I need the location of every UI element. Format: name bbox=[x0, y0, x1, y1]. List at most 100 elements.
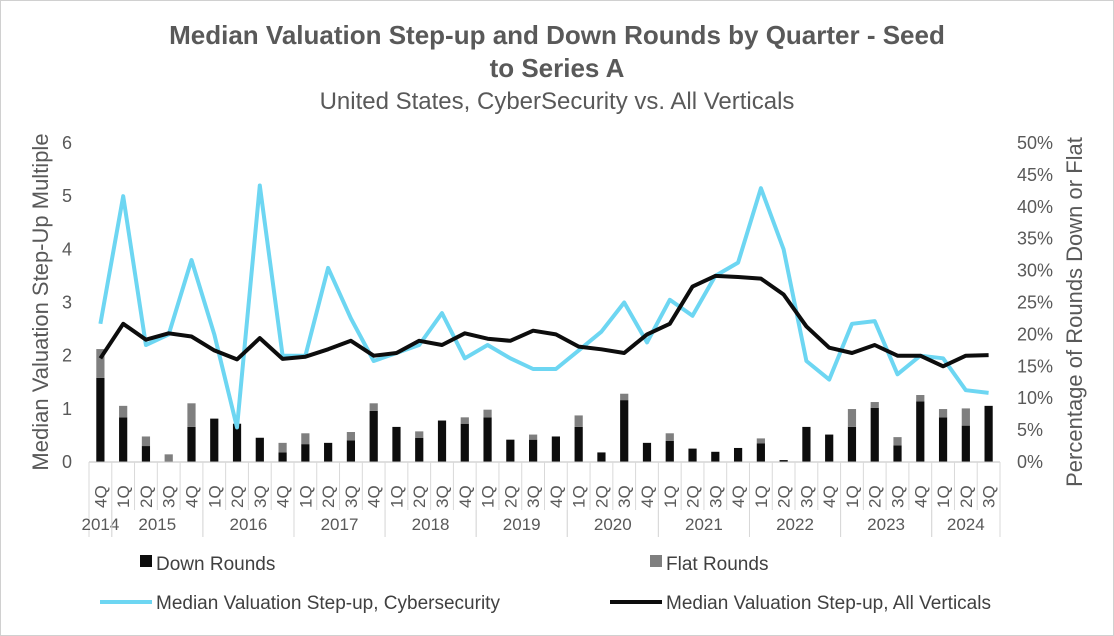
bar-flat-rounds bbox=[96, 349, 105, 378]
bar-down-rounds bbox=[665, 440, 674, 462]
bar-down-rounds bbox=[847, 426, 857, 462]
bar-flat-rounds bbox=[620, 393, 629, 401]
bar-flat-rounds bbox=[756, 438, 765, 444]
x-quarter-label: 3Q bbox=[889, 485, 908, 508]
bar-down-rounds bbox=[119, 417, 128, 462]
x-quarter-label: 3Q bbox=[980, 485, 999, 508]
x-quarter-label: 3Q bbox=[797, 485, 816, 508]
bar-flat-rounds bbox=[369, 403, 378, 411]
bar-down-rounds bbox=[210, 418, 219, 462]
x-quarter-label: 4Q bbox=[911, 485, 930, 508]
x-quarter-label: 1Q bbox=[479, 485, 498, 508]
y2-tick-label: 25% bbox=[1017, 293, 1053, 313]
x-quarter-label: 4Q bbox=[91, 485, 110, 508]
x-quarter-label: 3Q bbox=[160, 485, 179, 508]
x-quarter-label: 4Q bbox=[183, 485, 202, 508]
x-quarter-label: 3Q bbox=[433, 485, 452, 508]
x-quarter-label: 2Q bbox=[957, 485, 976, 508]
y-axis-title: Median Valuation Step-Up Multiple bbox=[28, 133, 53, 470]
bar-down-rounds bbox=[733, 447, 743, 462]
bar-down-rounds bbox=[620, 400, 629, 462]
x-quarter-label: 4Q bbox=[456, 485, 475, 508]
x-quarter-label: 1Q bbox=[296, 485, 315, 508]
bar-flat-rounds bbox=[460, 417, 469, 424]
legend: Down Rounds Flat Rounds Median Valuation… bbox=[100, 554, 991, 614]
y-tick-label: 3 bbox=[62, 293, 72, 313]
bar-flat-rounds bbox=[164, 454, 173, 462]
x-quarter-label: 3Q bbox=[615, 485, 634, 508]
x-year-label: 2016 bbox=[229, 515, 267, 534]
x-quarter-label: 4Q bbox=[365, 485, 384, 508]
x-quarter-label: 2Q bbox=[319, 485, 338, 508]
x-quarter-label: 2Q bbox=[866, 485, 885, 508]
x-year-label: 2024 bbox=[947, 515, 985, 534]
bar-down-rounds bbox=[346, 440, 356, 462]
bar-down-rounds bbox=[392, 426, 401, 462]
bar-flat-rounds bbox=[893, 437, 902, 446]
bar-flat-rounds bbox=[574, 415, 583, 427]
y2-axis-ticks: 0% 5% 10% 15% 20% 25% 30% 35% 40% 45% 50% bbox=[1017, 133, 1053, 472]
bar-down-rounds bbox=[551, 436, 560, 462]
x-year-label: 2023 bbox=[867, 515, 905, 534]
bar-down-rounds bbox=[688, 448, 697, 462]
bar-flat-rounds bbox=[346, 432, 356, 441]
x-quarter-label: 3Q bbox=[706, 485, 725, 508]
x-quarter-label: 1Q bbox=[570, 485, 589, 508]
x-quarter-label: 2Q bbox=[228, 485, 247, 508]
bar-down-rounds bbox=[916, 401, 925, 462]
y2-tick-label: 30% bbox=[1017, 261, 1053, 281]
line-series bbox=[98, 183, 989, 430]
line-all-verticals bbox=[98, 273, 989, 369]
bar-down-rounds bbox=[415, 437, 424, 462]
bar-down-rounds bbox=[802, 426, 811, 462]
x-year-label: 2021 bbox=[685, 515, 723, 534]
bar-down-rounds bbox=[301, 444, 310, 462]
x-quarter-label: 2Q bbox=[137, 485, 156, 508]
x-quarter-label: 4Q bbox=[274, 485, 293, 508]
x-year-label: 2015 bbox=[138, 515, 176, 534]
bar-down-rounds bbox=[255, 437, 264, 462]
bar-flat-rounds bbox=[529, 434, 538, 440]
x-year-label: 2019 bbox=[503, 515, 541, 534]
x-quarter-label: 3Q bbox=[251, 485, 270, 508]
x-quarter-label: 4Q bbox=[820, 485, 839, 508]
x-quarter-label: 2Q bbox=[592, 485, 611, 508]
bar-flat-rounds bbox=[916, 395, 925, 402]
x-quarter-label: 2Q bbox=[410, 485, 429, 508]
y2-tick-label: 35% bbox=[1017, 229, 1053, 249]
bar-series bbox=[96, 349, 993, 462]
bar-down-rounds bbox=[756, 443, 765, 462]
y2-tick-label: 10% bbox=[1017, 388, 1053, 408]
bar-down-rounds bbox=[141, 446, 151, 462]
bar-down-rounds bbox=[961, 425, 970, 462]
chart-title-line1: Median Valuation Step-up and Down Rounds… bbox=[169, 20, 945, 50]
x-quarter-label: 1Q bbox=[388, 485, 407, 508]
y-axis-ticks: 0 1 2 3 4 5 6 bbox=[62, 133, 72, 472]
bar-down-rounds bbox=[324, 442, 333, 462]
y-tick-label: 6 bbox=[62, 133, 72, 153]
bar-down-rounds bbox=[460, 423, 469, 462]
x-axis: 4Q 1Q 2Q 3Q 4Q 1Q 2Q 3Q 4Q 1Q 2Q 3Q 4Q 1Q 2Q 3Q 4Q 1Q 2Q 3Q… bbox=[81, 461, 1001, 537]
bar-down-rounds bbox=[96, 377, 105, 462]
y-tick-label: 2 bbox=[62, 346, 72, 366]
bar-flat-rounds bbox=[187, 403, 196, 427]
x-year-label: 2018 bbox=[412, 515, 450, 534]
line-cybersecurity bbox=[98, 183, 989, 430]
y-tick-label: 1 bbox=[62, 399, 72, 419]
x-quarter-label: 1Q bbox=[843, 485, 862, 508]
x-quarter-label: 1Q bbox=[752, 485, 771, 508]
x-quarter-label: 2Q bbox=[684, 485, 703, 508]
bar-down-rounds bbox=[870, 407, 879, 462]
y2-tick-label: 40% bbox=[1017, 197, 1053, 217]
x-quarter-label: 2Q bbox=[501, 485, 520, 508]
legend-label-down-rounds: Down Rounds bbox=[156, 554, 275, 575]
bar-flat-rounds bbox=[961, 408, 970, 426]
y-tick-label: 4 bbox=[62, 239, 72, 259]
x-quarter-label: 1Q bbox=[934, 485, 953, 508]
y2-tick-label: 45% bbox=[1017, 165, 1053, 185]
x-quarter-label: 1Q bbox=[661, 485, 680, 508]
bar-flat-rounds bbox=[665, 433, 674, 441]
bar-flat-rounds bbox=[415, 431, 424, 438]
